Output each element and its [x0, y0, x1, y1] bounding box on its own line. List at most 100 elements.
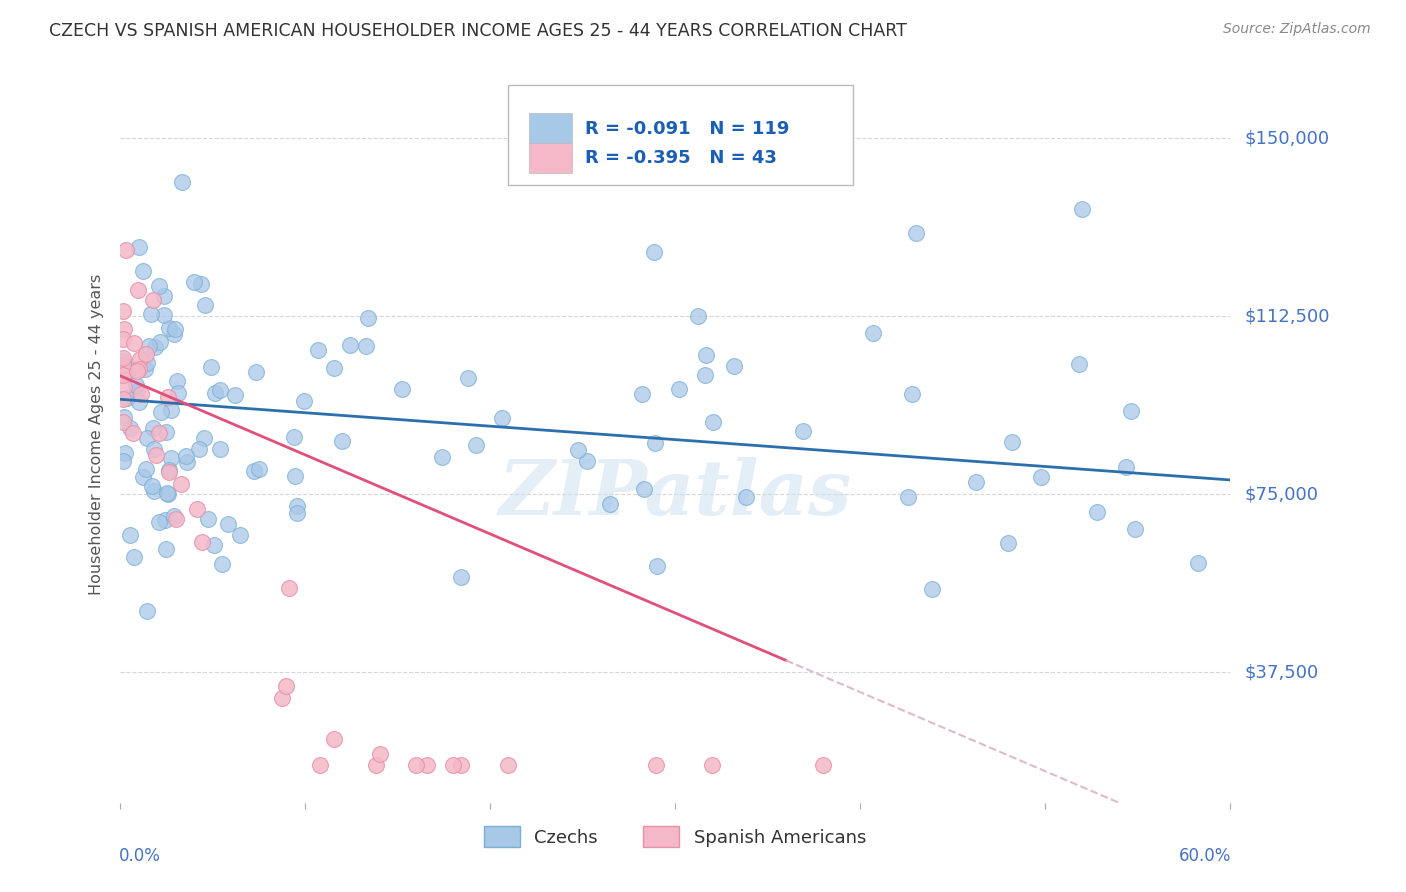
Point — [153, 513, 176, 527]
Point — [172, 175, 194, 189]
Point — [1115, 460, 1137, 475]
Point — [122, 336, 145, 351]
Point — [1071, 202, 1094, 217]
Point — [599, 497, 621, 511]
Bar — [530, 113, 572, 144]
Point — [285, 506, 308, 520]
Text: R = -0.091   N = 119: R = -0.091 N = 119 — [585, 120, 789, 137]
Point — [307, 343, 329, 357]
Point — [127, 384, 149, 399]
Point — [118, 527, 141, 541]
Point — [450, 757, 472, 772]
Text: $37,500: $37,500 — [1244, 664, 1319, 681]
Point — [391, 382, 413, 396]
Point — [688, 309, 710, 323]
Text: $75,000: $75,000 — [1244, 485, 1319, 503]
Point — [441, 757, 464, 772]
Point — [668, 382, 690, 396]
Point — [1085, 505, 1108, 519]
Point — [197, 511, 219, 525]
Point — [155, 425, 177, 440]
Point — [274, 679, 298, 693]
Point — [157, 462, 180, 476]
Point — [1029, 469, 1052, 483]
Point — [645, 559, 668, 574]
Point — [330, 434, 353, 449]
Point — [278, 581, 301, 595]
Point — [159, 465, 181, 479]
Point — [416, 757, 439, 772]
Point — [202, 538, 225, 552]
Text: ZIPatlas: ZIPatlas — [498, 457, 852, 531]
Point — [127, 364, 149, 378]
Point — [633, 482, 655, 496]
Point — [122, 550, 145, 565]
Point — [114, 446, 136, 460]
Point — [292, 393, 315, 408]
Point — [186, 501, 208, 516]
Point — [901, 387, 924, 401]
Point — [627, 154, 650, 169]
Point — [142, 293, 165, 307]
Point — [165, 512, 187, 526]
Point — [115, 391, 138, 405]
Point — [354, 339, 377, 353]
Point — [247, 462, 270, 476]
Point — [112, 358, 135, 372]
Point — [897, 490, 920, 504]
Point — [193, 431, 215, 445]
Point — [120, 420, 142, 434]
Text: R = -0.395   N = 43: R = -0.395 N = 43 — [585, 149, 776, 167]
Point — [122, 425, 145, 440]
Point — [183, 275, 205, 289]
Point — [112, 368, 135, 382]
Point — [364, 757, 387, 772]
Point — [208, 383, 231, 397]
Point — [155, 542, 177, 557]
Point — [112, 322, 135, 336]
Point — [287, 500, 309, 514]
Point — [921, 582, 943, 596]
Point — [323, 360, 346, 375]
Point — [163, 322, 186, 336]
Point — [160, 402, 183, 417]
Point — [695, 348, 717, 362]
Point — [211, 558, 233, 572]
Point — [138, 339, 160, 353]
Point — [112, 363, 135, 377]
Point — [128, 362, 150, 376]
Point — [811, 757, 834, 772]
Point — [134, 362, 156, 376]
Bar — [530, 143, 572, 173]
Legend: Czechs, Spanish Americans: Czechs, Spanish Americans — [475, 817, 875, 856]
Point — [156, 486, 179, 500]
Point — [208, 442, 231, 456]
Point — [135, 356, 157, 370]
Point — [567, 442, 589, 457]
Point — [862, 326, 884, 340]
Point — [224, 387, 246, 401]
Point — [143, 484, 166, 499]
Point — [142, 421, 165, 435]
Point — [1001, 434, 1024, 449]
Point — [1123, 522, 1146, 536]
Point — [645, 757, 668, 772]
Point — [575, 453, 598, 467]
Point — [965, 475, 987, 489]
Point — [112, 332, 135, 346]
Point — [200, 359, 222, 374]
Point — [127, 283, 149, 297]
Point — [112, 392, 135, 406]
Point — [284, 469, 307, 483]
Point — [145, 448, 167, 462]
Point — [174, 449, 197, 463]
Point — [904, 226, 927, 240]
Point — [153, 289, 176, 303]
Point — [309, 757, 332, 772]
Text: $150,000: $150,000 — [1244, 129, 1329, 147]
Point — [135, 604, 157, 618]
Point — [156, 390, 179, 404]
Point — [149, 404, 172, 418]
Point — [148, 426, 170, 441]
Point — [142, 442, 165, 456]
